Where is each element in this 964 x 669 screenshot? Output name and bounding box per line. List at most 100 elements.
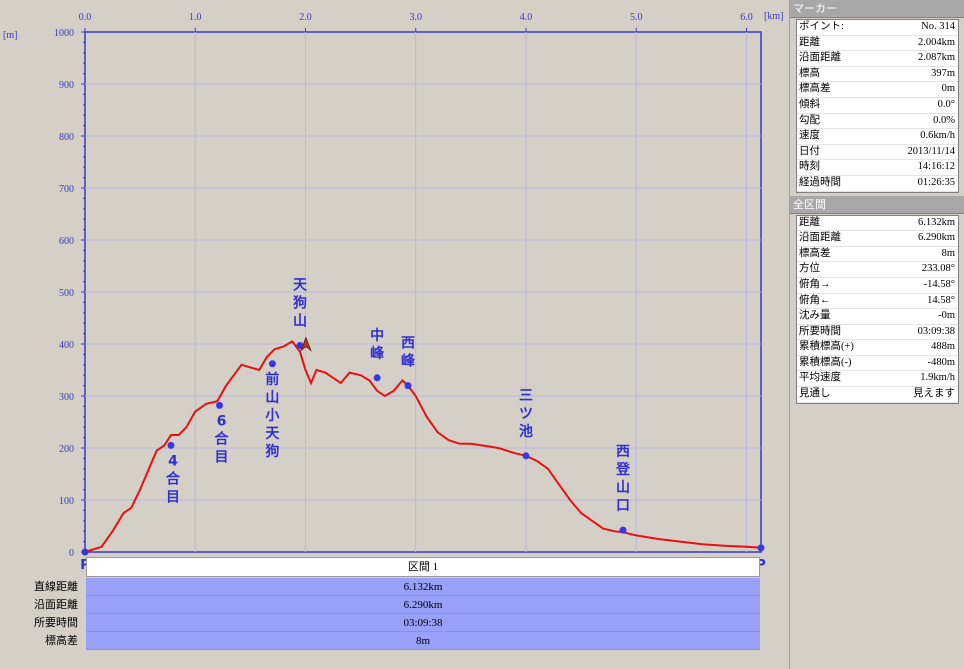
info-value: 1.9km/h bbox=[920, 372, 955, 384]
info-value: -480m bbox=[927, 356, 955, 368]
summary-label: 標高差 bbox=[45, 635, 78, 647]
info-value: -0m bbox=[938, 310, 955, 322]
y-tick-label: 800 bbox=[59, 132, 74, 143]
position-cursor-icon bbox=[300, 336, 312, 352]
info-key: 沿面距離 bbox=[799, 52, 841, 64]
info-value: 8m bbox=[941, 247, 955, 259]
summary-label: 沿面距離 bbox=[34, 599, 78, 611]
endpoint-label: P bbox=[756, 558, 766, 573]
info-row: 平均速度 1.9km/h bbox=[797, 371, 958, 388]
info-value: 2013/11/14 bbox=[907, 145, 955, 157]
info-key: 所要時間 bbox=[799, 325, 841, 337]
elevation-series-line bbox=[84, 340, 762, 553]
y-tick-label: 300 bbox=[59, 392, 74, 403]
info-row: 沿面距離 6.290km bbox=[797, 231, 958, 247]
x-tick-label: 2.0 bbox=[299, 12, 312, 23]
info-row: 累積標高(-) -480m bbox=[797, 356, 958, 372]
endpoint-dot[interactable] bbox=[81, 548, 89, 556]
info-row: 傾斜 0.0° bbox=[797, 98, 958, 114]
info-key: 距離 bbox=[799, 216, 820, 228]
info-key: 標高差 bbox=[799, 83, 831, 95]
waypoint-label: 前山小天狗 bbox=[265, 371, 280, 460]
info-value: 01:26:35 bbox=[917, 176, 955, 188]
info-value: 14.58° bbox=[927, 294, 955, 306]
waypoint-label: 天狗山 bbox=[293, 278, 308, 330]
waypoint-dot[interactable] bbox=[522, 452, 530, 460]
y-tick-label: 700 bbox=[59, 184, 74, 195]
waypoint-dot[interactable] bbox=[215, 401, 223, 409]
info-value: 397m bbox=[931, 67, 955, 79]
marker-panel-header: マーカー bbox=[790, 0, 964, 18]
info-row: 日付 2013/11/14 bbox=[797, 145, 958, 161]
waypoint-dot[interactable] bbox=[373, 374, 381, 382]
x-tick-label: 0.0 bbox=[79, 12, 92, 23]
info-row: 俯角← 14.58° bbox=[797, 294, 958, 310]
waypoint-dot[interactable] bbox=[296, 342, 304, 350]
info-key: 方位 bbox=[799, 263, 820, 275]
summary-value: 8m bbox=[86, 632, 760, 650]
info-value: 見えます bbox=[913, 388, 955, 400]
info-row: 俯角→ -14.58° bbox=[797, 278, 958, 294]
info-row: 沿面距離 2.087km bbox=[797, 51, 958, 67]
waypoint-dot[interactable] bbox=[268, 360, 276, 368]
info-value: 233.08° bbox=[921, 263, 955, 275]
x-tick-label: 5.0 bbox=[630, 12, 643, 23]
info-key: 速度 bbox=[799, 130, 820, 142]
y-tick-label: 100 bbox=[59, 496, 74, 507]
info-key: 時刻 bbox=[799, 161, 820, 173]
info-row: 沈み量 -0m bbox=[797, 309, 958, 325]
info-value: 6.132km bbox=[917, 216, 955, 228]
info-value: 03:09:38 bbox=[917, 325, 955, 337]
y-tick-label: 1000 bbox=[54, 28, 74, 39]
info-key: 沿面距離 bbox=[799, 232, 841, 244]
waypoint-dot[interactable] bbox=[167, 441, 175, 449]
info-value: 488m bbox=[931, 341, 955, 353]
info-key: 日付 bbox=[799, 145, 820, 157]
info-row: 見通し 見えます bbox=[797, 387, 958, 403]
summary-table: 直線距離 6.132km 沿面距離 6.290km 所要時間 03:09:38 標高差… bbox=[0, 578, 760, 669]
info-row: 勾配 0.0% bbox=[797, 114, 958, 130]
y-tick-label: 900 bbox=[59, 80, 74, 91]
info-key: 標高 bbox=[799, 67, 820, 79]
info-key: 平均速度 bbox=[799, 372, 841, 384]
info-row: ポイント: No. 314 bbox=[797, 20, 958, 36]
x-unit-label: [km] bbox=[764, 11, 783, 22]
info-row: 標高差 0m bbox=[797, 82, 958, 98]
section-bar[interactable]: 区間 1 bbox=[86, 557, 760, 577]
waypoint-dot[interactable] bbox=[619, 526, 627, 534]
info-key: 沈み量 bbox=[799, 310, 831, 322]
waypoint-label: 4 合目 bbox=[166, 453, 181, 505]
info-row: 距離 2.004km bbox=[797, 36, 958, 52]
info-key: 累積標高(-) bbox=[799, 356, 852, 368]
info-row: 標高差 8m bbox=[797, 247, 958, 263]
y-tick-label: 200 bbox=[59, 444, 74, 455]
endpoint-dot[interactable] bbox=[757, 544, 765, 552]
info-value: No. 314 bbox=[921, 21, 955, 32]
y-tick-label: 600 bbox=[59, 236, 74, 247]
section-panel-header: 全区間 bbox=[790, 195, 964, 214]
y-unit-label: [m] bbox=[3, 30, 17, 41]
info-panel: マーカー ポイント: No. 314 距離 2.004km 沿面距離 2.087km 標高 3… bbox=[789, 0, 964, 669]
summary-row: 直線距離 6.132km bbox=[0, 578, 760, 596]
info-key: 傾斜 bbox=[799, 98, 820, 110]
info-key: 勾配 bbox=[799, 114, 820, 126]
info-row: 所要時間 03:09:38 bbox=[797, 325, 958, 341]
summary-label: 所要時間 bbox=[34, 617, 78, 629]
waypoint-label: 6 合目 bbox=[214, 413, 229, 465]
waypoint-dot[interactable] bbox=[404, 382, 412, 390]
summary-label: 直線距離 bbox=[34, 581, 78, 593]
summary-row: 沿面距離 6.290km bbox=[0, 596, 760, 614]
summary-row: 所要時間 03:09:38 bbox=[0, 614, 760, 632]
info-row: 距離 6.132km bbox=[797, 216, 958, 232]
y-tick-label: 0 bbox=[69, 548, 74, 559]
x-tick-label: 4.0 bbox=[520, 12, 533, 23]
summary-row: 標高差 8m bbox=[0, 632, 760, 650]
info-row: 経過時間 01:26:35 bbox=[797, 176, 958, 192]
info-key: 見通し bbox=[799, 388, 831, 400]
info-key: ポイント: bbox=[799, 21, 844, 32]
info-row: 時刻 14:16:12 bbox=[797, 160, 958, 176]
y-tick-label: 500 bbox=[59, 288, 74, 299]
info-value: 14:16:12 bbox=[917, 161, 955, 173]
info-row: 累積標高(+) 488m bbox=[797, 340, 958, 356]
summary-value: 6.290km bbox=[86, 596, 760, 614]
